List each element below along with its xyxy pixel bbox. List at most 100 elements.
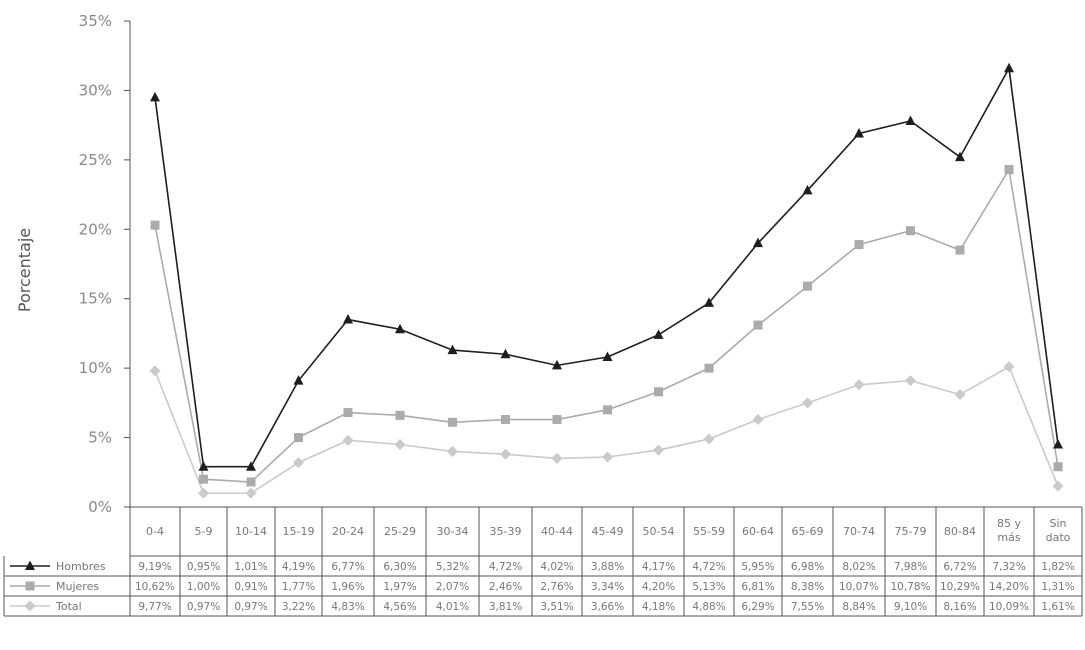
data-point: [803, 281, 812, 291]
x-category-label: 85 y: [997, 517, 1021, 530]
data-point: [703, 433, 715, 445]
table-cell: 1,00%: [187, 581, 220, 593]
data-point: [343, 408, 353, 418]
table-cell: 1,96%: [331, 581, 364, 593]
data-point: [653, 329, 664, 339]
x-category-label: 20-24: [332, 525, 364, 538]
legend-marker-total: [24, 600, 36, 612]
table-cell: 5,95%: [741, 561, 774, 573]
series-mujeres: [150, 165, 1063, 487]
table-cell: 4,72%: [489, 561, 522, 573]
data-point: [150, 91, 160, 102]
data-point: [395, 410, 405, 420]
table-cell: 6,98%: [791, 561, 824, 573]
data-point: [854, 127, 864, 138]
table-cell: 6,29%: [741, 601, 774, 613]
y-tick-label: 15%: [79, 290, 112, 308]
table-cell: 8,16%: [943, 601, 976, 613]
data-point: [854, 240, 864, 250]
x-category-label: dato: [1046, 531, 1071, 544]
table-cell: 10,29%: [940, 581, 980, 593]
data-point: [752, 414, 764, 426]
data-point: [500, 448, 511, 460]
table-cell: 5,32%: [436, 561, 469, 573]
data-point: [552, 359, 562, 370]
data-point: [551, 452, 563, 464]
data-table: 0-4 5-9 10-14 15-19 20-24 25-29 30-34 35-39 40-4…: [3, 506, 1083, 617]
table-cell: 8,02%: [842, 561, 875, 573]
table-cell: 6,30%: [383, 561, 416, 573]
data-point: [654, 387, 663, 397]
data-point: [802, 184, 813, 195]
x-category-label: 10-14: [235, 525, 267, 538]
table-cell: 3,51%: [540, 601, 573, 613]
data-point: [955, 245, 965, 255]
table-cell: 4,19%: [282, 561, 315, 573]
data-point: [395, 323, 405, 334]
table-cell: 6,72%: [943, 561, 976, 573]
table-cell: 10,78%: [890, 581, 930, 593]
x-category-label: 15-19: [283, 525, 315, 538]
table-cell: 1,82%: [1041, 561, 1074, 573]
x-category-label: 50-54: [643, 525, 675, 538]
table-cell: 9,10%: [894, 601, 927, 613]
data-point: [905, 115, 916, 125]
series-total: [149, 361, 1064, 499]
x-category-label: 60-64: [742, 525, 774, 538]
y-tick-label: 20%: [79, 220, 112, 238]
data-point: [753, 320, 763, 330]
table-cell: 6,77%: [331, 561, 364, 573]
x-category-label: 80-84: [944, 525, 976, 538]
data-point: [1053, 439, 1063, 449]
x-category-label: 0-4: [146, 525, 164, 538]
data-point: [293, 457, 304, 469]
table-cell: 7,98%: [894, 561, 927, 573]
table-cell: 1,01%: [234, 561, 267, 573]
data-point: [1004, 62, 1014, 73]
table-cell: 1,77%: [282, 581, 315, 593]
data-point: [1003, 361, 1015, 373]
table-cell: 3,34%: [591, 581, 624, 593]
y-axis-label: Porcentaje: [15, 228, 34, 312]
y-axis: 0% 5% 10% 15% 20% 25% 30% 35%: [79, 12, 131, 516]
data-point: [954, 389, 966, 401]
data-point: [246, 477, 256, 487]
table-cell: 1,97%: [383, 581, 416, 593]
data-point: [501, 415, 510, 425]
data-point: [552, 415, 562, 425]
table-cell: 9,77%: [138, 601, 171, 613]
table-cell: 7,55%: [791, 601, 824, 613]
table-cell: 4,20%: [642, 581, 675, 593]
table-cell: 4,83%: [331, 601, 364, 613]
table-cell: 3,88%: [591, 561, 624, 573]
table-cell: 4,72%: [692, 561, 725, 573]
table-cell: 4,56%: [383, 601, 416, 613]
x-category-label: 65-69: [792, 525, 824, 538]
table-cell: 0,97%: [187, 601, 220, 613]
table-cell: 8,84%: [842, 601, 875, 613]
table-cell: 9,19%: [138, 561, 171, 573]
data-point: [1053, 462, 1063, 472]
x-category-label: 30-34: [437, 525, 469, 538]
table-cell: 10,62%: [135, 581, 175, 593]
data-point: [245, 487, 257, 499]
legend-label-hombres: Hombres: [56, 560, 106, 573]
data-point: [603, 405, 612, 415]
series-hombres: [150, 62, 1063, 471]
legend-marker-hombres: [25, 560, 35, 570]
table-cell: 2,07%: [436, 581, 469, 593]
data-point: [653, 444, 664, 456]
data-point: [294, 433, 303, 443]
table-cell: 3,81%: [489, 601, 522, 613]
y-tick-label: 5%: [88, 429, 112, 447]
legend-label-mujeres: Mujeres: [56, 580, 99, 593]
table-cell: 1,61%: [1041, 601, 1074, 613]
data-point: [906, 226, 915, 236]
data-point: [602, 351, 613, 362]
table-cell: 10,09%: [989, 601, 1029, 613]
x-category-label: 25-29: [384, 525, 416, 538]
x-category-label: 70-74: [843, 525, 875, 538]
table-cell: 4,01%: [436, 601, 469, 613]
legend-marker-mujeres: [25, 581, 35, 591]
